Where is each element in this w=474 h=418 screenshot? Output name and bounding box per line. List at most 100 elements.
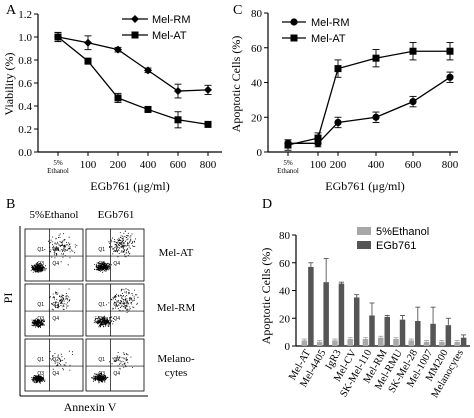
data-point	[84, 38, 92, 47]
scatter-dots	[91, 352, 133, 384]
legend-marker	[131, 15, 139, 23]
legend-label: Mel-RM	[152, 14, 191, 26]
legend-marker	[290, 34, 298, 42]
x-tick-label: 400	[140, 159, 157, 171]
quadrant-label: Q2	[113, 302, 120, 308]
panel-letter-c: C	[233, 3, 242, 18]
legend-swatch	[357, 241, 371, 249]
x-tick-label: 100	[80, 159, 97, 171]
y-tick-label: 20	[279, 313, 291, 325]
quadrant-label: Q3	[37, 316, 44, 322]
scatter-plot: Q1 Q2 Q3 Q4	[85, 338, 145, 392]
y-tick-label: 1.0	[18, 32, 32, 44]
row-label: cytes	[165, 367, 188, 379]
quadrant-label: Q2	[113, 247, 120, 253]
data-point	[204, 120, 212, 128]
legend-marker	[290, 18, 298, 26]
bar-1	[460, 337, 467, 346]
bar-1	[384, 316, 390, 346]
bar-0	[332, 340, 338, 346]
y-axis-label: Apoptotic Cells (%)	[259, 248, 273, 345]
data-point	[334, 65, 342, 73]
data-point	[409, 47, 417, 55]
bar-0	[301, 340, 308, 346]
data-point	[284, 141, 292, 149]
plot-frame	[85, 338, 145, 392]
x-tick-label: Ethanol	[277, 167, 299, 175]
y-tick-label: 1.2	[18, 9, 32, 21]
plot-frame	[85, 228, 145, 282]
flow-cytometry-panel-b: 5%Ethanol EGb761 Mel-AT Mel-RM Melano-cytes P…	[1, 209, 195, 414]
column-label: 5%Ethanol	[30, 209, 79, 221]
data-point	[446, 73, 454, 81]
quadrant-label: Q3	[98, 261, 105, 267]
data-point	[446, 47, 454, 55]
data-point	[174, 87, 182, 96]
plot-frame	[24, 283, 84, 337]
quadrant-label: Q3	[37, 261, 44, 267]
scatter-plot: Q1 Q2 Q3 Q4	[24, 228, 84, 282]
data-point	[204, 85, 212, 94]
y-tick-label: 0.2	[18, 124, 32, 136]
scatter-plot: Q1 Q2 Q3 Q4	[85, 283, 145, 337]
data-point	[334, 118, 342, 127]
bar-1	[308, 266, 314, 346]
y-tick-label: 80	[279, 230, 291, 242]
data-point	[114, 45, 122, 54]
quadrant-label: Q1	[37, 247, 44, 253]
y-tick-label: 20	[251, 112, 263, 124]
x-tick-label: 800	[442, 159, 459, 171]
data-point	[372, 113, 380, 121]
bar-1	[399, 319, 406, 346]
x-tick-label: 600	[170, 159, 187, 171]
quadrant-label: Q4	[113, 316, 120, 322]
bar-0	[393, 339, 399, 346]
bar-0	[316, 341, 323, 346]
bar-1	[323, 282, 329, 346]
quadrant-label: Q4	[52, 316, 59, 322]
y-tick-label: 0	[257, 147, 263, 159]
y-tick-label: 60	[279, 258, 291, 270]
scatter-dots	[31, 288, 71, 328]
data-point	[174, 116, 182, 124]
bar-0	[439, 341, 445, 346]
x-axis-label: EGb761 (μg/ml)	[90, 179, 169, 193]
row-label: Mel-AT	[159, 247, 194, 259]
quadrant-label: Q1	[98, 302, 105, 308]
x-tick-label: 100	[310, 159, 327, 171]
x-tick-label: 5%	[283, 159, 293, 167]
quadrant-label: Q1	[98, 247, 105, 253]
chart-panel-a: 0.0 0.2 0.4 0.6 0.8 1.0 1.2 5%Ethanol 100 200 400 6…	[2, 9, 222, 193]
bar-0	[378, 337, 384, 346]
y-tick-label: 0	[285, 341, 291, 353]
legend: Mel-RM Mel-AT	[282, 17, 350, 45]
series-line-0	[288, 76, 451, 144]
x-axis-label: Annexin V	[64, 400, 117, 414]
panel-letter-d: D	[262, 197, 272, 212]
quadrant-label: Q2	[52, 247, 59, 253]
x-tick-label: Ethanol	[47, 167, 69, 175]
quadrant-label: Q1	[98, 357, 105, 363]
legend: Mel-RM Mel-AT	[122, 14, 191, 42]
data-point	[54, 33, 62, 41]
data-point	[84, 57, 92, 65]
legend-label: EGb761	[376, 240, 416, 252]
plot-frame	[24, 338, 84, 392]
y-tick-label: 0.4	[18, 101, 32, 113]
quadrant-label: Q3	[98, 316, 105, 322]
x-axis-label: EGb761 (μg/ml)	[325, 179, 404, 193]
scatter-plot: Q1 Q2 Q3 Q4	[24, 338, 84, 392]
row-label: Mel-RM	[157, 302, 196, 314]
y-axis-label: Viability (%)	[2, 53, 16, 116]
bar-1	[353, 297, 360, 346]
x-tick-label: 400	[368, 159, 385, 171]
scatter-dots	[30, 233, 78, 273]
legend-label: Mel-AT	[311, 33, 346, 45]
row-label: Melano-	[157, 353, 195, 365]
quadrant-label: Q1	[37, 357, 44, 363]
x-tick-label: 200	[110, 159, 127, 171]
data-point	[372, 54, 380, 62]
x-tick-label: 600	[405, 159, 422, 171]
quadrant-label: Q3	[98, 371, 105, 377]
